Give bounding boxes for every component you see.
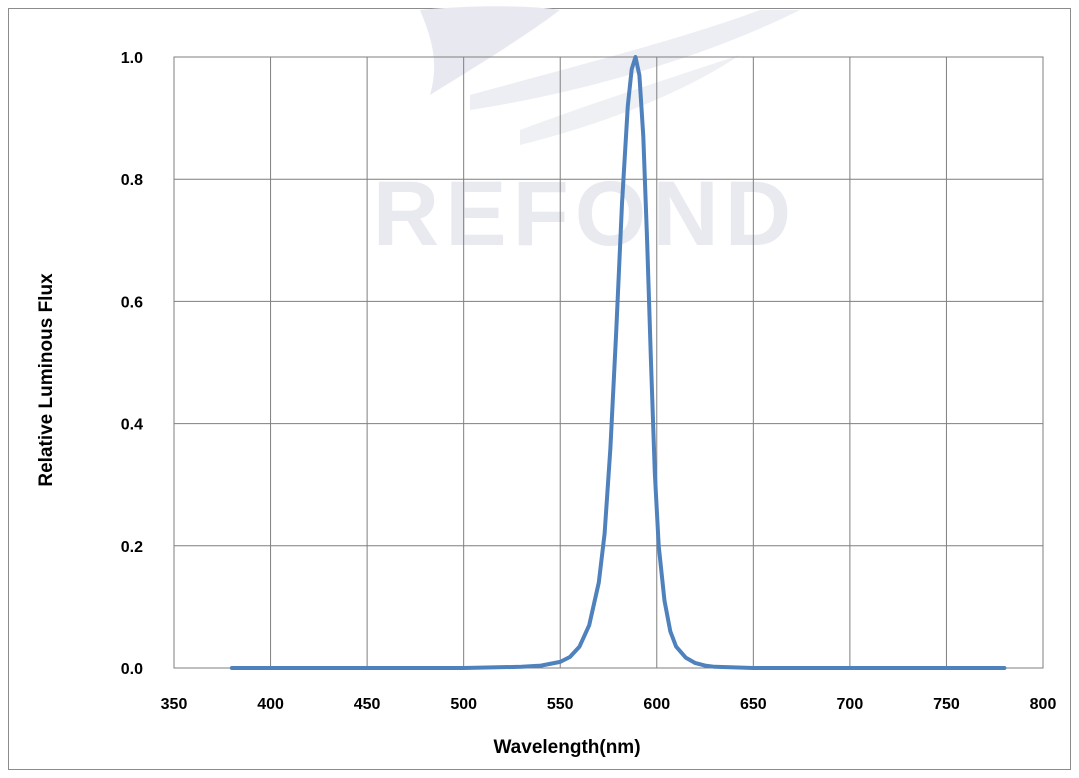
x-tick-label: 600 <box>643 696 670 713</box>
x-axis-ticks: 350 400 450 500 550 600 650 700 750 800 <box>161 696 1057 713</box>
watermark-text: REFOND <box>373 163 797 265</box>
x-tick-label: 800 <box>1030 696 1057 713</box>
x-tick-label: 750 <box>933 696 960 713</box>
x-tick-label: 650 <box>740 696 767 713</box>
y-axis-title: Relative Luminous Flux <box>36 273 57 487</box>
watermark-swoosh <box>420 6 560 95</box>
x-tick-label: 700 <box>837 696 864 713</box>
series-line <box>229 55 1007 670</box>
y-tick-label: 0.0 <box>121 661 143 678</box>
chart-border <box>8 8 1071 770</box>
y-tick-label: 0.2 <box>121 539 143 556</box>
y-tick-label: 0.6 <box>121 294 143 311</box>
x-axis-title: Wavelength(nm) <box>493 737 640 758</box>
y-tick-label: 0.4 <box>121 417 143 434</box>
y-tick-label: 0.8 <box>121 172 143 189</box>
x-tick-label: 550 <box>547 696 574 713</box>
x-tick-label: 350 <box>161 696 188 713</box>
y-tick-label: 1.0 <box>121 50 143 67</box>
y-axis-ticks: 0.0 0.2 0.4 0.6 0.8 1.0 <box>121 50 143 678</box>
x-tick-label: 400 <box>257 696 284 713</box>
plot-area-border <box>173 56 1044 669</box>
x-tick-label: 500 <box>450 696 477 713</box>
x-tick-label: 450 <box>354 696 381 713</box>
